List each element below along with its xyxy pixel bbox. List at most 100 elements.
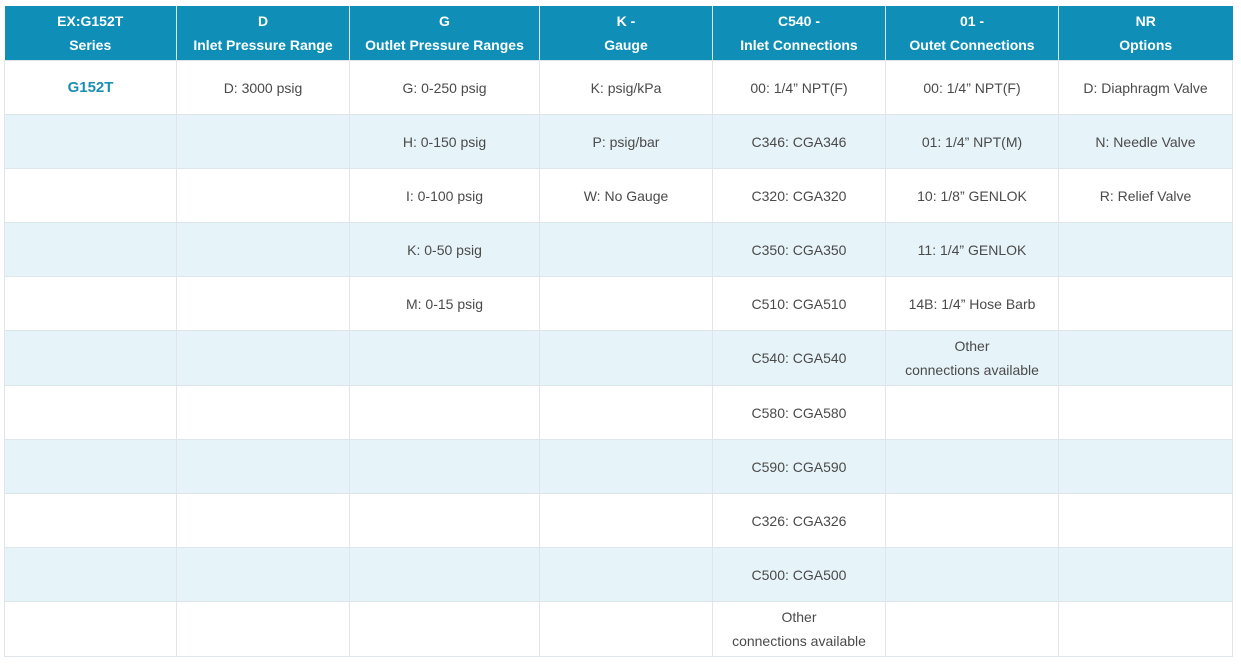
cell-outlet-connection (885, 493, 1059, 548)
table-row: C500: CGA500 (4, 547, 1233, 602)
cell-series (4, 601, 177, 657)
cell-inlet-connection: C500: CGA500 (712, 547, 886, 602)
cell-gauge (539, 601, 713, 657)
cell-outlet-pressure (349, 547, 540, 602)
cell-inlet-connection: C510: CGA510 (712, 276, 886, 331)
cell-outlet-pressure (349, 439, 540, 494)
table-row: I: 0-100 psig W: No Gauge C320: CGA320 1… (4, 168, 1233, 223)
cell-outlet-connection: 01: 1/4” NPT(M) (885, 114, 1059, 169)
cell-inlet-pressure (176, 114, 350, 169)
cell-option (1058, 330, 1233, 386)
ordering-information-table: EX:G152T Series D Inlet Pressure Range G Ou… (4, 6, 1233, 657)
ordering-table-container: EX:G152T Series D Inlet Pressure Range G Ou… (4, 6, 1233, 657)
cell-inlet-connection: C580: CGA580 (712, 385, 886, 440)
cell-outlet-pressure (349, 385, 540, 440)
cell-inlet-connection: C346: CGA346 (712, 114, 886, 169)
cell-inlet-connection: C320: CGA320 (712, 168, 886, 223)
cell-series (4, 547, 177, 602)
cell-inlet-pressure (176, 547, 350, 602)
table-row: C540: CGA540 Other connections available (4, 330, 1233, 386)
cell-gauge: K: psig/kPa (539, 60, 713, 115)
cell-series (4, 439, 177, 494)
cell-inlet-pressure (176, 601, 350, 657)
cell-inlet-pressure (176, 330, 350, 386)
cell-outlet-connection: 11: 1/4” GENLOK (885, 222, 1059, 277)
cell-outlet-connection (885, 601, 1059, 657)
cell-series (4, 330, 177, 386)
cell-outlet-pressure: M: 0-15 psig (349, 276, 540, 331)
table-header: EX:G152T Series D Inlet Pressure Range G Ou… (4, 6, 1233, 61)
cell-gauge (539, 439, 713, 494)
cell-gauge (539, 493, 713, 548)
cell-outlet-connection: Other connections available (885, 330, 1059, 386)
header-inlet-pressure: D Inlet Pressure Range (176, 6, 350, 61)
cell-outlet-connection: 00: 1/4” NPT(F) (885, 60, 1059, 115)
header-outlet-pressure: G Outlet Pressure Ranges (349, 6, 540, 61)
cell-outlet-pressure (349, 601, 540, 657)
table-row: G152T D: 3000 psig G: 0-250 psig K: psig… (4, 60, 1233, 115)
cell-outlet-pressure: K: 0-50 psig (349, 222, 540, 277)
cell-inlet-pressure (176, 276, 350, 331)
cell-outlet-pressure: G: 0-250 psig (349, 60, 540, 115)
cell-gauge (539, 276, 713, 331)
cell-option: D: Diaphragm Valve (1058, 60, 1233, 115)
cell-gauge (539, 547, 713, 602)
header-inlet-connections: C540 - Inlet Connections (712, 6, 886, 61)
cell-gauge (539, 222, 713, 277)
cell-option: R: Relief Valve (1058, 168, 1233, 223)
cell-series[interactable]: G152T (4, 60, 177, 115)
table-row: C580: CGA580 (4, 385, 1233, 440)
cell-option (1058, 547, 1233, 602)
cell-inlet-pressure (176, 222, 350, 277)
table-row: K: 0-50 psig C350: CGA350 11: 1/4” GENLO… (4, 222, 1233, 277)
cell-series (4, 385, 177, 440)
cell-gauge (539, 385, 713, 440)
table-row: C590: CGA590 (4, 439, 1233, 494)
cell-inlet-pressure (176, 493, 350, 548)
table-row: C326: CGA326 (4, 493, 1233, 548)
cell-inlet-pressure (176, 439, 350, 494)
cell-option (1058, 493, 1233, 548)
cell-outlet-connection (885, 385, 1059, 440)
header-series: EX:G152T Series (4, 6, 177, 61)
cell-series (4, 493, 177, 548)
cell-option (1058, 276, 1233, 331)
cell-inlet-connection: Other connections available (712, 601, 886, 657)
cell-series (4, 168, 177, 223)
series-link[interactable]: G152T (67, 79, 114, 96)
header-gauge: K - Gauge (539, 6, 713, 61)
cell-outlet-pressure (349, 330, 540, 386)
cell-outlet-pressure (349, 493, 540, 548)
table-row: M: 0-15 psig C510: CGA510 14B: 1/4” Hose… (4, 276, 1233, 331)
cell-series (4, 222, 177, 277)
cell-inlet-pressure (176, 168, 350, 223)
cell-inlet-pressure (176, 385, 350, 440)
cell-outlet-connection: 14B: 1/4” Hose Barb (885, 276, 1059, 331)
cell-outlet-connection: 10: 1/8” GENLOK (885, 168, 1059, 223)
cell-option: N: Needle Valve (1058, 114, 1233, 169)
cell-option (1058, 601, 1233, 657)
cell-gauge: P: psig/bar (539, 114, 713, 169)
cell-inlet-connection: C540: CGA540 (712, 330, 886, 386)
cell-outlet-connection (885, 439, 1059, 494)
table-row: Other connections available (4, 601, 1233, 657)
cell-gauge: W: No Gauge (539, 168, 713, 223)
header-outlet-connections: 01 - Outet Connections (885, 6, 1059, 61)
cell-outlet-pressure: I: 0-100 psig (349, 168, 540, 223)
cell-outlet-pressure: H: 0-150 psig (349, 114, 540, 169)
cell-option (1058, 222, 1233, 277)
cell-gauge (539, 330, 713, 386)
table-body: G152T D: 3000 psig G: 0-250 psig K: psig… (4, 60, 1233, 657)
cell-inlet-connection: C590: CGA590 (712, 439, 886, 494)
cell-inlet-connection: C326: CGA326 (712, 493, 886, 548)
cell-inlet-pressure: D: 3000 psig (176, 60, 350, 115)
cell-inlet-connection: C350: CGA350 (712, 222, 886, 277)
cell-series (4, 276, 177, 331)
cell-inlet-connection: 00: 1/4” NPT(F) (712, 60, 886, 115)
cell-option (1058, 385, 1233, 440)
header-row: EX:G152T Series D Inlet Pressure Range G Ou… (4, 6, 1233, 61)
table-row: H: 0-150 psig P: psig/bar C346: CGA346 0… (4, 114, 1233, 169)
cell-series (4, 114, 177, 169)
cell-option (1058, 439, 1233, 494)
cell-outlet-connection (885, 547, 1059, 602)
